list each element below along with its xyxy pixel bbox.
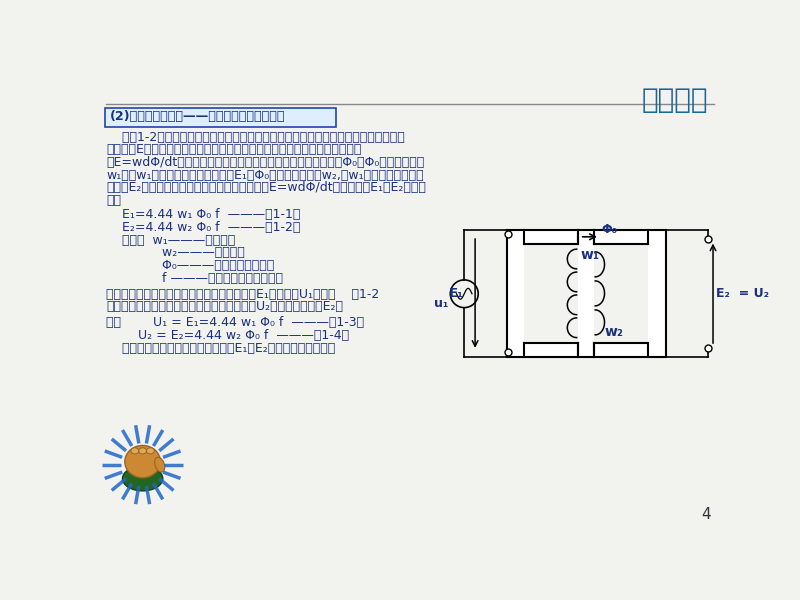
Text: 4: 4 [701,506,710,521]
Text: E₂  = U₂: E₂ = U₂ [716,287,769,300]
Ellipse shape [125,445,161,478]
Text: w₁: w₁ [581,248,599,262]
Text: 这就是磁通变化而产生感应电动势E₁、E₂，即磁动生电过程。: 这就是磁通变化而产生感应电动势E₁、E₂，即磁动生电过程。 [106,341,335,355]
Ellipse shape [138,448,146,454]
Text: w₂: w₂ [605,325,623,339]
Text: 式中：  w₁———初级匝数: 式中： w₁———初级匝数 [106,234,235,247]
Text: E₁=4.44 w₁ Φ₀ f  ———（1-1）: E₁=4.44 w₁ Φ₀ f ———（1-1） [106,208,301,221]
Text: U₂ = E₂=4.44 w₂ Φ₀ f  ———（1-4）: U₂ = E₂=4.44 w₂ Φ₀ f ———（1-4） [106,329,350,342]
Bar [524,244,578,343]
Text: 应电动势E，感应电动势的大小与线圈的匝数成正比，与磁通的变化率成正比: 应电动势E，感应电动势的大小与线圈的匝数成正比，与磁通的变化率成正比 [106,143,362,156]
Text: (2)第二个物理过程——磁动生电（空载状态）: (2)第二个物理过程——磁动生电（空载状态） [110,110,286,124]
Ellipse shape [131,448,138,454]
Text: 关系为：大小相等，方向相反；次级输出电压U₂等于互感电动势E₂。: 关系为：大小相等，方向相反；次级输出电压U₂等于互感电动势E₂。 [106,301,343,313]
Ellipse shape [154,457,165,472]
Text: 在理想状态下，初次级电阻为零，自感电动势E₁与外电压U₁之间的    图1-2: 在理想状态下，初次级电阻为零，自感电动势E₁与外电压U₁之间的 图1-2 [106,287,379,301]
Text: 为：: 为： [106,194,122,207]
Ellipse shape [146,448,154,454]
Bar [507,230,666,357]
Text: 即：        U₁ = E₁=4.44 w₁ Φ₀ f  ———（1-3）: 即： U₁ = E₁=4.44 w₁ Φ₀ f ———（1-3） [106,316,364,329]
Text: w₂———次级匝数: w₂———次级匝数 [106,247,245,259]
Text: f ———磁通变化频率（赫兹）: f ———磁通变化频率（赫兹） [106,272,283,285]
Text: 如图1-2所示，按照电磁感应定律，当线圈中的磁通发生变化，会在线圈两端产生感: 如图1-2所示，按照电磁感应定律，当线圈中的磁通发生变化，会在线圈两端产生感 [106,131,405,143]
Text: Φ₀: Φ₀ [602,223,618,236]
Text: （E=wdΦ/dt）。我们知道在第一过程中铁芯里产生了交变磁通Φ₀，Φ₀交链初级线圈: （E=wdΦ/dt）。我们知道在第一过程中铁芯里产生了交变磁通Φ₀，Φ₀交链初级… [106,156,425,169]
Text: Φ₀———交变磁通（韦伯）: Φ₀———交变磁通（韦伯） [106,259,274,272]
Text: 电动势E₂。当磁通为正弦波时，由电磁感应公式E=wdΦ/dt可以推导出E₁、E₂的大小: 电动势E₂。当磁通为正弦波时，由电磁感应公式E=wdΦ/dt可以推导出E₁、E₂… [106,181,426,194]
Text: 晶石电子: 晶石电子 [642,86,708,114]
Text: w₁，在w₁的的两端产生自感电动势E₁。Φ₀又交链次级线圈w₂,在w₁的的两端产生互感: w₁，在w₁的的两端产生自感电动势E₁。Φ₀又交链次级线圈w₂,在w₁的的两端产… [106,169,424,182]
Bar [594,244,648,343]
FancyBboxPatch shape [106,108,336,127]
Text: E₁: E₁ [450,287,464,300]
Ellipse shape [122,466,162,491]
Text: u₁: u₁ [434,297,448,310]
Text: E₂=4.44 w₂ Φ₀ f  ———（1-2）: E₂=4.44 w₂ Φ₀ f ———（1-2） [106,221,301,234]
